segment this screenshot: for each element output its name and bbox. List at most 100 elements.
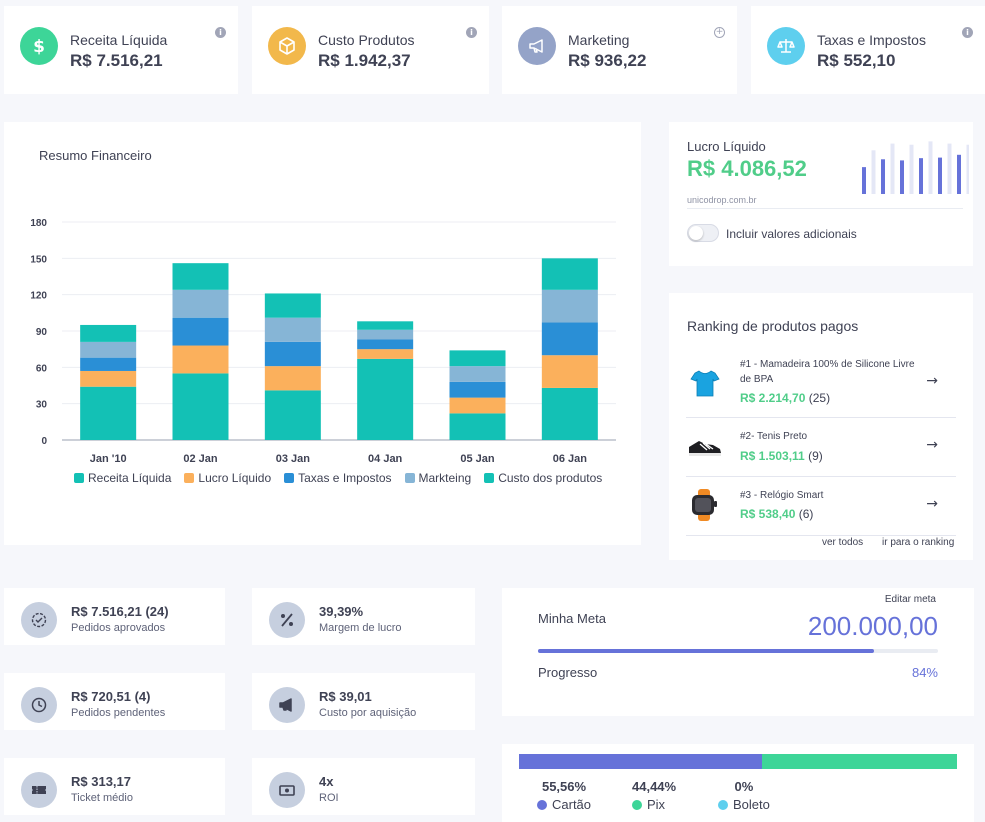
go-to-ranking-link[interactable]: ir para o ranking	[882, 537, 955, 548]
legend-item[interactable]: Lucro Líquido	[184, 471, 271, 485]
net-profit-value: R$ 4.086,52	[687, 156, 807, 181]
goal-value: 200.000,00	[807, 611, 938, 641]
legend-item[interactable]: Taxas e Impostos	[284, 471, 392, 485]
legend-label: Custo dos produtos	[498, 471, 603, 485]
bar-segment	[80, 341, 137, 358]
metric-card-pending-orders: R$ 720,51 (4) Pedidos pendentes	[4, 673, 225, 730]
legend-swatch	[484, 473, 495, 483]
info-icon[interactable]: i	[466, 27, 477, 38]
legend-item[interactable]: Markteing	[404, 471, 471, 485]
megaphone-icon	[269, 687, 305, 723]
spark-bar	[890, 143, 895, 194]
spark-bar	[938, 157, 942, 194]
ranking-item[interactable]: #3 - Relógio Smart R$ 538,40 (6) →	[686, 478, 956, 536]
x-tick-label: Jan '10	[90, 453, 127, 465]
bar-segment	[172, 263, 229, 290]
product-name: #1 - Mamadeira 100% de Silicone Livre de…	[740, 359, 915, 385]
bar-segment	[357, 358, 414, 440]
metric-label: Ticket médio	[71, 792, 133, 804]
payment-name-row: Boleto	[718, 797, 770, 812]
metric-value: 39,39%	[319, 604, 364, 619]
ranking-item[interactable]: #1 - Mamadeira 100% de Silicone Livre de…	[686, 351, 956, 418]
sales-count: (25)	[808, 391, 831, 405]
bar-segment	[172, 345, 229, 374]
metric-value: R$ 7.516,21 (24)	[71, 604, 169, 619]
spark-bar	[862, 167, 866, 194]
cash-icon	[269, 772, 305, 808]
legend-label: Lucro Líquido	[198, 471, 272, 485]
spark-bar	[966, 144, 969, 194]
bar-segment	[449, 350, 506, 367]
x-tick-label: 06 Jan	[553, 453, 588, 465]
additional-values-toggle[interactable]	[687, 224, 719, 242]
spark-bar	[919, 158, 923, 194]
payment-name: Pix	[647, 797, 666, 812]
bar-segment	[264, 293, 321, 318]
metric-label: Pedidos aprovados	[71, 622, 166, 634]
payment-share-bar	[519, 754, 957, 769]
sparkline-bars	[862, 141, 969, 194]
net-profit-label: Lucro Líquido	[687, 139, 766, 154]
bar-segment	[264, 317, 321, 342]
bar-segment	[541, 289, 598, 323]
metric-card-roi: 4x ROI	[252, 758, 475, 815]
metric-card-acquisition-cost: R$ 39,01 Custo por aquisição	[252, 673, 475, 730]
spark-bar	[900, 160, 904, 194]
stacked-bar-chart: 0 30 60 90 120 150 180 Jan '10 02 Jan 03 Jan 04 Ja…	[30, 218, 616, 465]
bar-segment	[541, 387, 598, 440]
scale-icon	[767, 27, 805, 65]
progress-value: 84%	[911, 665, 938, 680]
goal-progress-track	[538, 649, 938, 653]
sales-count: (9)	[808, 449, 823, 463]
product-price: R$ 1.503,11 (9)	[740, 449, 823, 463]
y-tick-label: 180	[30, 218, 47, 229]
bar-segment	[541, 258, 598, 290]
clock-icon	[21, 687, 57, 723]
price-value: R$ 2.214,70	[740, 391, 806, 405]
edit-goal-link[interactable]: Editar meta	[884, 594, 936, 605]
legend-swatch	[184, 473, 195, 483]
legend-item[interactable]: Receita Líquida	[74, 471, 171, 485]
price-value: R$ 1.503,11	[740, 449, 805, 463]
metric-label: ROI	[319, 792, 339, 804]
bar-segment	[80, 357, 137, 371]
metric-value: R$ 39,01	[319, 689, 372, 704]
net-profit-card: Lucro Líquido R$ 4.086,52 unicodrop.com.…	[669, 122, 973, 266]
bar-segment	[80, 386, 137, 440]
chart-title: Resumo Financeiro	[39, 148, 152, 163]
add-icon[interactable]: +	[714, 27, 725, 38]
arrow-right-icon[interactable]: →	[926, 496, 938, 512]
product-ranking-card: Ranking de produtos pagos #1 - Mamadeira…	[669, 293, 973, 560]
stat-label: Custo Produtos	[318, 32, 415, 48]
bar-segment	[449, 397, 506, 414]
product-price: R$ 538,40 (6)	[740, 507, 813, 521]
metric-value: R$ 313,17	[71, 774, 131, 789]
price-value: R$ 538,40	[740, 507, 796, 521]
payment-method-pix: 44,44% Pix	[632, 779, 676, 812]
y-tick-label: 120	[30, 291, 47, 302]
payment-percent: 44,44%	[632, 779, 677, 794]
arrow-right-icon[interactable]: →	[926, 437, 938, 453]
payment-share-segment	[519, 754, 763, 769]
percent-icon	[269, 602, 305, 638]
chart-legend: Receita Líquida Lucro Líquido Taxas e Impo…	[74, 471, 602, 485]
product-name: #2- Tenis Preto	[740, 431, 808, 442]
payment-method-boleto: 0% Boleto	[718, 779, 770, 812]
see-all-link[interactable]: ver todos	[822, 537, 864, 548]
info-icon[interactable]: i	[215, 27, 226, 38]
info-icon[interactable]: i	[962, 27, 973, 38]
legend-item[interactable]: Custo dos produtos	[484, 471, 602, 485]
spark-bar	[881, 159, 885, 194]
arrow-right-icon[interactable]: →	[926, 373, 938, 389]
spark-bar	[928, 141, 933, 194]
bar-segment	[357, 321, 414, 330]
sales-count: (6)	[798, 507, 814, 521]
bar-segment	[541, 355, 598, 388]
y-tick-label: 150	[30, 254, 47, 265]
legend-dot	[632, 799, 642, 810]
legend-dot	[718, 799, 728, 810]
stat-card-custo: Custo Produtos R$ 1.942,37 i	[252, 6, 489, 94]
payment-percent: 0%	[734, 779, 754, 794]
bar-segment	[541, 322, 598, 356]
ranking-item[interactable]: #2- Tenis Preto R$ 1.503,11 (9) →	[686, 419, 956, 477]
